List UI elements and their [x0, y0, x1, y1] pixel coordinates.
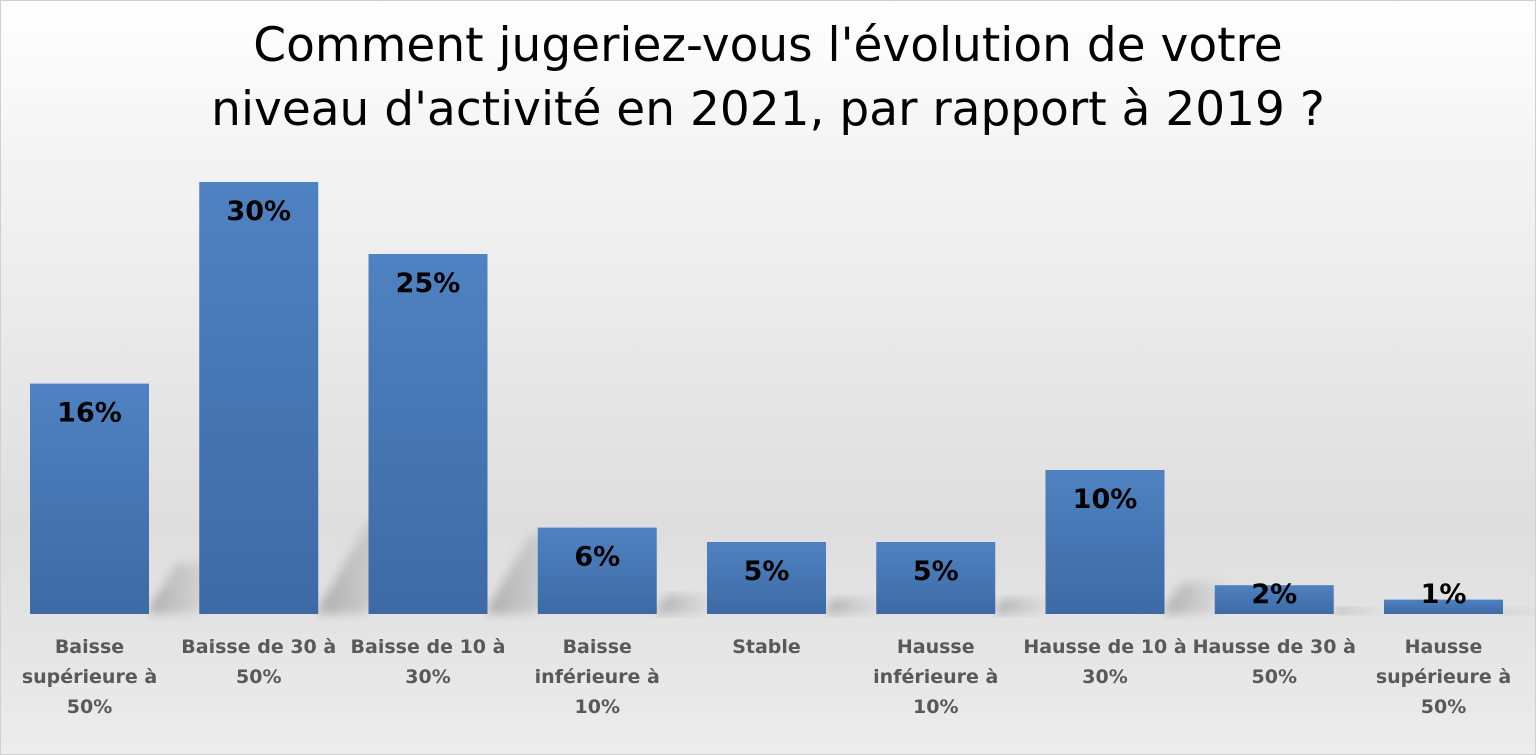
- category-label-9: Hausse supérieure à 50%: [1375, 636, 1512, 718]
- bar-1: [30, 383, 149, 614]
- bar-shadow: [1333, 607, 1386, 614]
- data-label-6: 5%: [913, 556, 959, 587]
- bar-7: [1045, 470, 1165, 614]
- data-label-2: 30%: [226, 196, 291, 227]
- category-label-8: Hausse de 30 à 50%: [1192, 636, 1356, 688]
- bar-shadow: [1164, 582, 1230, 614]
- category-label-3: Baisse de 10 à 30%: [350, 636, 506, 688]
- category-label-2: Baisse de 30 à 50%: [181, 636, 337, 688]
- category-label-5: Stable: [732, 636, 801, 658]
- bar-8: [1214, 585, 1334, 614]
- data-label-9: 1%: [1421, 579, 1467, 610]
- bar-9: [1384, 599, 1503, 614]
- bar-6: [876, 542, 996, 614]
- chart-title: Comment jugeriez-vous l'évolution de vot…: [211, 18, 1325, 137]
- bar-shadow: [656, 594, 716, 614]
- data-label-7: 10%: [1073, 484, 1138, 515]
- category-label-7: Hausse de 10 à 30%: [1023, 636, 1187, 688]
- category-label-1: Baisse supérieure à 50%: [21, 636, 158, 718]
- data-label-5: 5%: [744, 556, 790, 587]
- bar-4: [537, 527, 657, 614]
- category-label-4: Baisse inférieure à 10%: [534, 636, 660, 718]
- bar-shadow: [995, 598, 1052, 614]
- bar-shadow: [1503, 608, 1536, 614]
- data-label-4: 6%: [574, 542, 620, 573]
- bar-shadow: [826, 598, 883, 614]
- category-label-6: Hausse inférieure à 10%: [873, 636, 999, 718]
- bar-5: [707, 542, 826, 614]
- data-label-1: 16%: [57, 398, 122, 429]
- data-label-3: 25%: [396, 268, 461, 299]
- bar-3: [368, 254, 488, 614]
- bar-2: [199, 182, 319, 614]
- data-label-8: 2%: [1251, 579, 1297, 610]
